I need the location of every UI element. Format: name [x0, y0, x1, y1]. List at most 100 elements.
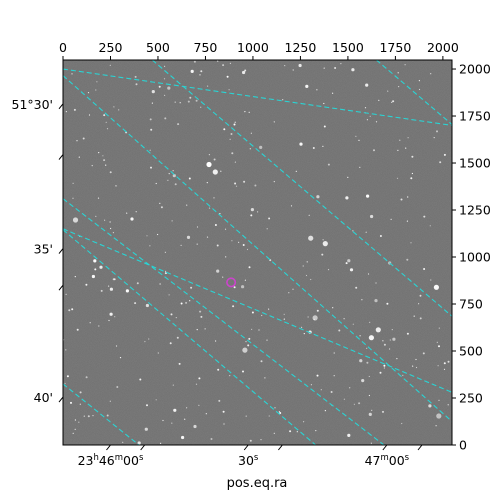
star [268, 308, 270, 310]
star [402, 374, 404, 376]
star [218, 399, 221, 402]
star [85, 376, 88, 379]
star [242, 370, 244, 373]
star [244, 279, 246, 281]
star [149, 149, 151, 151]
star [113, 106, 115, 108]
star [266, 339, 268, 341]
star [144, 427, 148, 431]
star [290, 205, 293, 207]
star [93, 259, 97, 263]
star [367, 273, 370, 275]
star [327, 163, 330, 166]
ra-tick-label: 47m00s [365, 453, 410, 468]
star [352, 230, 354, 232]
star [308, 235, 314, 241]
star [373, 149, 375, 152]
star [433, 137, 435, 139]
y-tick-label: 2000 [459, 62, 491, 77]
star [438, 327, 440, 329]
grid-line [63, 383, 140, 445]
star [135, 211, 137, 213]
star [436, 130, 438, 133]
star [316, 309, 319, 312]
star [150, 166, 152, 169]
star [91, 274, 95, 279]
star [366, 194, 370, 198]
ra-tick-label: 30s [238, 453, 259, 468]
star [234, 121, 236, 123]
star [273, 121, 275, 123]
star [347, 176, 349, 178]
star [368, 412, 372, 416]
star [391, 101, 393, 103]
star [109, 64, 111, 66]
star [220, 170, 222, 172]
star [406, 220, 408, 222]
star [96, 81, 98, 83]
star [232, 305, 235, 308]
star [375, 327, 381, 333]
star [396, 358, 398, 360]
star [165, 270, 167, 272]
ra-tick-label: 23h46m00s [78, 453, 144, 468]
star [375, 282, 377, 284]
star [208, 207, 211, 209]
star [423, 268, 426, 270]
star [322, 145, 324, 147]
star [74, 428, 76, 430]
star [312, 315, 318, 321]
ra-tick-mark [417, 444, 423, 451]
star [258, 329, 260, 331]
y-tick-label: 0 [459, 438, 467, 453]
star [139, 378, 142, 381]
star [389, 348, 391, 350]
star [163, 78, 166, 80]
star [170, 313, 173, 316]
star [245, 415, 247, 417]
star [172, 384, 174, 386]
star [189, 300, 191, 302]
star [316, 89, 318, 91]
star [274, 407, 276, 409]
star [279, 412, 282, 414]
star [358, 402, 361, 405]
star [370, 214, 374, 219]
star [358, 139, 360, 141]
star [405, 147, 407, 149]
star [145, 303, 149, 308]
star [340, 63, 342, 65]
star [70, 401, 72, 404]
star [299, 142, 303, 146]
sky-noise [63, 60, 452, 445]
star [162, 419, 164, 422]
star [180, 244, 182, 246]
star [72, 432, 74, 434]
star [242, 244, 245, 246]
star [126, 212, 128, 214]
star [312, 147, 315, 149]
star [248, 337, 251, 340]
star [369, 115, 371, 117]
star [125, 289, 129, 293]
star [333, 352, 335, 354]
star [89, 322, 91, 324]
star [278, 411, 280, 413]
star [118, 109, 120, 111]
star [178, 362, 181, 365]
right-pixel-axis: 0 250 500 750 1000 1250 1500 1750 2000 [452, 62, 491, 453]
star [310, 384, 312, 386]
star [130, 217, 134, 221]
star [155, 399, 157, 401]
star [438, 345, 440, 348]
star [78, 156, 80, 158]
star [443, 153, 446, 156]
star [72, 217, 79, 223]
star [190, 69, 194, 73]
star [181, 435, 185, 440]
star [79, 403, 81, 405]
star [327, 269, 330, 271]
grid-line [63, 228, 452, 393]
star [216, 244, 219, 247]
star [392, 100, 395, 103]
